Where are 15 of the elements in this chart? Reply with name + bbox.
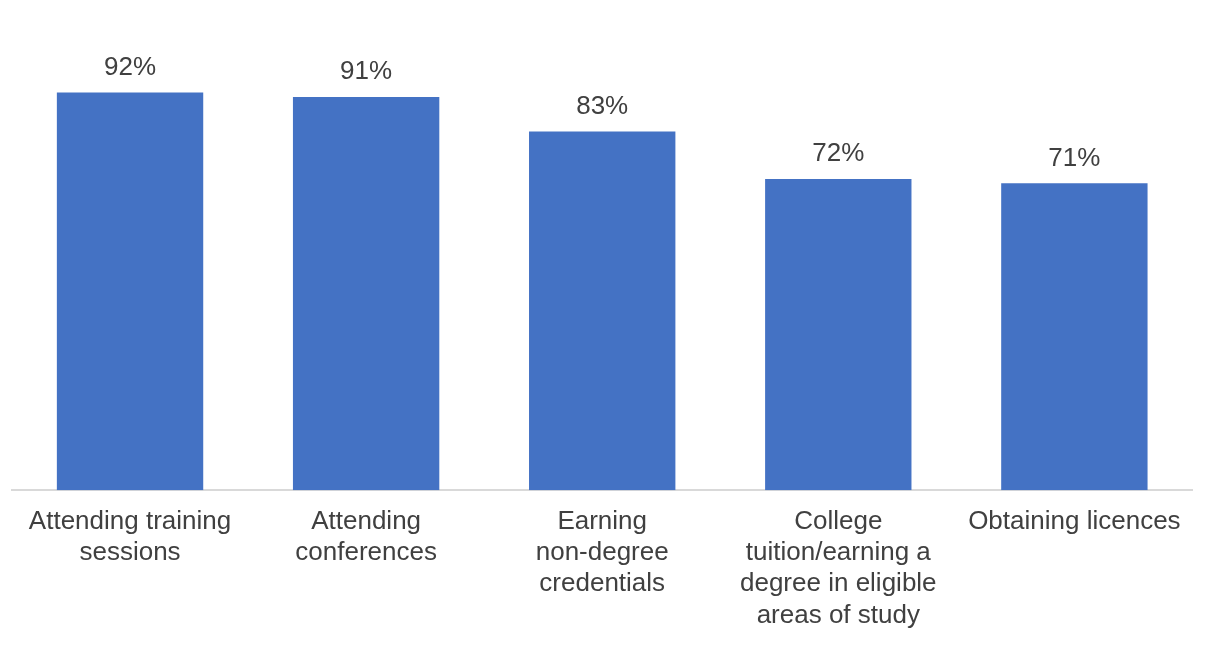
bar — [765, 179, 912, 491]
x-tick-label: Obtaining licences — [968, 504, 1181, 535]
x-tick-label: College tuition/earning a degree in eligible areas of study — [739, 504, 937, 629]
data-label: 92% — [104, 50, 157, 81]
x-tick-label: Attending training sessions — [28, 504, 232, 567]
x-tick-label: Attending conferences — [295, 504, 437, 567]
data-label: 91% — [340, 55, 393, 86]
x-tick-label: Earning non-degree credentials — [535, 504, 669, 598]
bar — [529, 131, 676, 491]
bar — [292, 96, 440, 491]
bar — [1001, 183, 1148, 491]
bar — [56, 92, 204, 491]
data-label: 71% — [1048, 141, 1101, 172]
data-label: 83% — [576, 89, 629, 120]
data-label: 72% — [812, 137, 865, 168]
